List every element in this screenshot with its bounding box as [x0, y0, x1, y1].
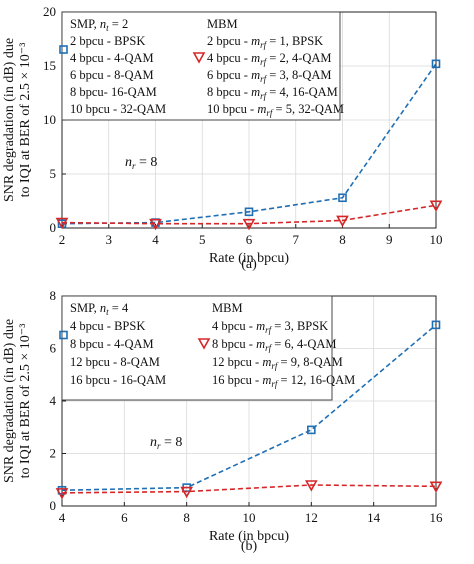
- legend-box: [61, 11, 341, 121]
- x-tick-label: 4: [152, 232, 159, 247]
- x-tick-label: 12: [305, 510, 318, 525]
- x-tick-label: 6: [121, 510, 128, 525]
- y-tick-label: 10: [43, 112, 56, 127]
- x-axis-label: Rate (in bpcu): [209, 529, 289, 544]
- legend-mbm-entry: 2 bpcu - mrf​ = 1, BPSK: [207, 34, 323, 50]
- y-axis-label-line2: to IQI at BER of 2.5 × 10⁻³: [18, 324, 33, 479]
- legend-marker-mbm: [192, 52, 206, 64]
- data-point-mbm: [304, 480, 318, 492]
- annotation-nr: nr​ = 8: [125, 155, 157, 171]
- legend-smp-entry: 12 bpcu - 8-QAM: [70, 355, 160, 369]
- x-tick-label: 7: [293, 232, 300, 247]
- legend-mbm-entry: 4 bpcu - mrf​ = 2, 4-QAM: [207, 51, 332, 67]
- y-axis-label-line1: SNR degradation (in dB) due: [2, 38, 17, 202]
- legend-marker-mbm: [197, 338, 211, 350]
- data-point-mbm: [55, 217, 69, 230]
- x-tick-label: 5: [199, 232, 206, 247]
- data-point-smp: [307, 425, 316, 435]
- data-point-mbm: [55, 488, 69, 500]
- legend-smp-entry: 2 bpcu - BPSK: [70, 34, 145, 48]
- data-point-smp: [431, 320, 441, 330]
- y-tick-label: 2: [50, 446, 57, 461]
- series-line-smp: [61, 63, 437, 225]
- legend-smp-entry: 16 bpcu - 16-QAM: [70, 373, 166, 387]
- y-tick-label: 4: [50, 393, 57, 408]
- legend-smp-entry: 4 bpcu - 4-QAM: [70, 51, 154, 65]
- legend-mbm-header: MBM: [212, 301, 243, 315]
- legend-smp-entry: 10 bpcu - 32-QAM: [70, 102, 166, 116]
- data-point-mbm: [149, 218, 162, 231]
- legend-mbm-entry: 6 bpcu - mrf​ = 3, 8-QAM: [207, 68, 332, 84]
- legend-smp-entry: 4 bpcu - BPSK: [70, 319, 145, 333]
- legend-mbm-entry: 8 bpcu - mrf​ = 6, 4-QAM: [212, 337, 337, 353]
- legend-smp-entry: 6 bpcu - 8-QAM: [70, 68, 154, 82]
- x-tick-label: 16: [430, 510, 444, 525]
- y-tick-label: 8: [50, 288, 57, 303]
- x-tick-label: 4: [59, 510, 66, 525]
- legend-mbm-entry: 12 bpcu - mrf​ = 9, 8-QAM: [212, 355, 343, 371]
- y-tick-label: 5: [50, 166, 57, 181]
- panel-caption: (b): [241, 539, 258, 554]
- data-point-smp: [244, 207, 254, 217]
- data-point-mbm: [242, 218, 256, 231]
- x-tick-label: 8: [339, 232, 346, 247]
- legend-mbm-entry: 16 bpcu - mrf​ = 12, 16-QAM: [212, 373, 355, 389]
- x-tick-label: 10: [430, 232, 443, 247]
- data-point-smp: [431, 59, 441, 69]
- chart-panel-b: 4 6 8 10 12 14 16 0 2 4 6 8 Rate (in bpcu) SNR degrad…: [2, 288, 443, 554]
- legend-smp-entry: 8 bpcu- 16-QAM: [70, 85, 157, 99]
- series-line-mbm: [61, 204, 437, 225]
- x-tick-label: 14: [367, 510, 381, 525]
- data-point-mbm: [180, 486, 194, 499]
- y-tick-label: 6: [50, 341, 57, 356]
- legend-marker-smp: [59, 330, 68, 340]
- data-point-smp: [338, 193, 347, 203]
- x-tick-label: 2: [59, 232, 66, 247]
- y-axis-label-line1: SNR degradation (in dB) due: [2, 319, 17, 483]
- x-tick-label: 10: [243, 510, 256, 525]
- legend-mbm-entry: 10 bpcu - mrf​ = 5, 32-QAM: [207, 102, 344, 118]
- x-tick-label: 9: [386, 232, 393, 247]
- y-tick-label: 0: [50, 498, 57, 513]
- legend-mbm-header: MBM: [207, 17, 238, 31]
- legend-smp-header: SMP, nt​ = 2: [70, 17, 128, 33]
- annotation-nr: nr​ = 8: [150, 435, 182, 451]
- data-point-mbm: [429, 200, 443, 212]
- data-point-mbm: [429, 481, 443, 493]
- chart-panel-a: 2 3 4 5 6 7 8 9 10 0 5 10 15 20 Rate (in bpcu) SNR degr…: [2, 4, 443, 272]
- legend-marker-smp: [59, 45, 68, 54]
- panel-caption: (a): [241, 257, 257, 272]
- x-axis-label: Rate (in bpcu): [209, 251, 289, 266]
- legend-mbm-entry: 4 bpcu - mrf​ = 3, BPSK: [212, 319, 328, 335]
- x-tick-label: 6: [246, 232, 253, 247]
- data-point-mbm: [336, 215, 349, 228]
- legend-smp-entry: 8 bpcu - 4-QAM: [70, 337, 154, 351]
- legend-smp-header: SMP, nt​ = 4: [70, 301, 129, 317]
- y-axis-label-line2: to IQI at BER of 2.5 × 10⁻³: [18, 43, 33, 198]
- y-tick-label: 0: [50, 220, 57, 235]
- legend-box: [61, 295, 333, 401]
- x-tick-label: 3: [106, 232, 113, 247]
- y-tick-label: 15: [43, 58, 56, 73]
- series-line-smp: [61, 324, 437, 492]
- x-tick-label: 8: [183, 510, 190, 525]
- series-line-mbm: [61, 484, 437, 494]
- y-tick-label: 20: [43, 4, 56, 19]
- legend-mbm-entry: 8 bpcu - mrf​ = 4, 16-QAM: [207, 85, 338, 101]
